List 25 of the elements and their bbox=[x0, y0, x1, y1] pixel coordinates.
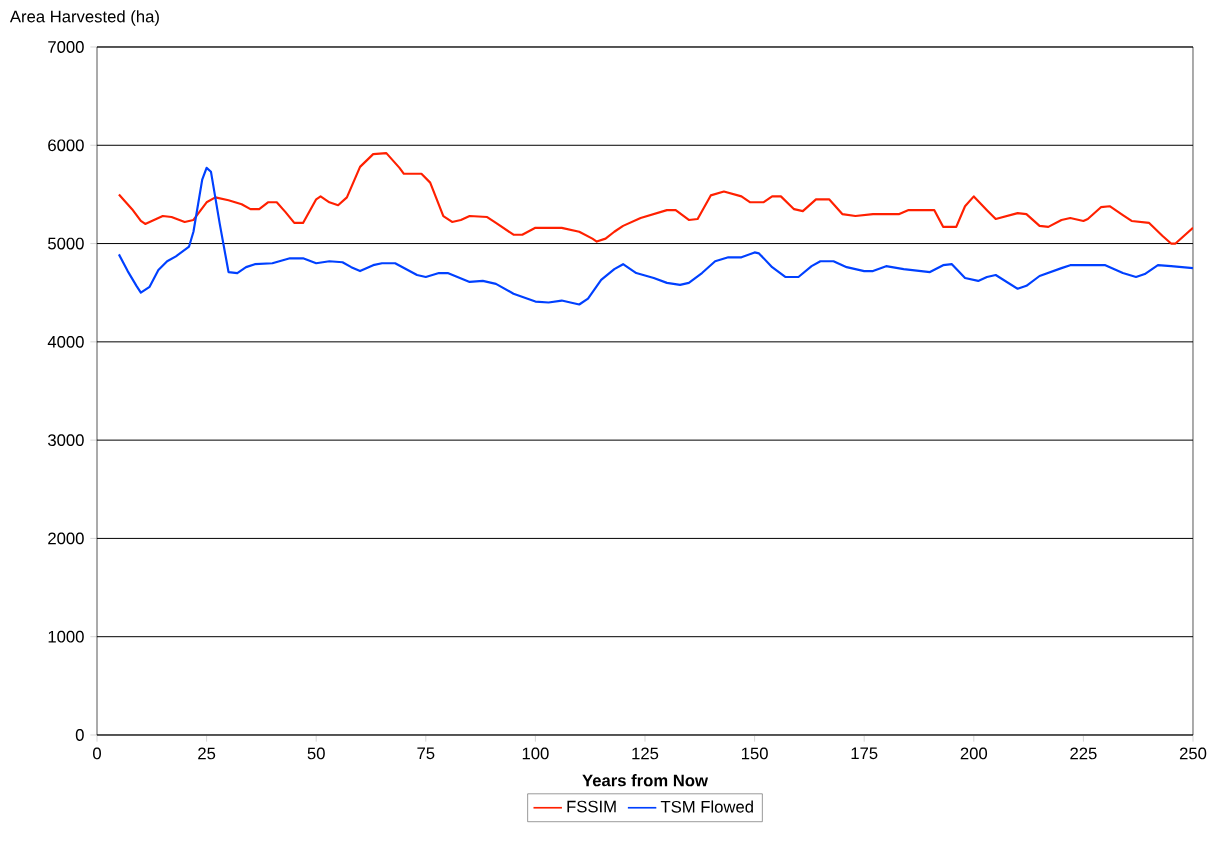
x-tick-label: 50 bbox=[307, 747, 325, 760]
line-series bbox=[117, 166, 1193, 306]
y-axis-title: Area Harvested (ha) bbox=[9, 10, 159, 26]
x-tick-label: 0 bbox=[93, 747, 101, 760]
y-tick-label: 5000 bbox=[48, 237, 84, 250]
y-tick-label: 4000 bbox=[47, 335, 84, 348]
x-tick-label: 100 bbox=[522, 747, 549, 760]
x-tick-label: 125 bbox=[632, 747, 659, 760]
line-series bbox=[117, 152, 1193, 245]
y-tick-label: 2000 bbox=[48, 532, 84, 545]
legend-label: TSM Flowed bbox=[660, 800, 753, 813]
x-tick-label: 225 bbox=[1070, 747, 1097, 760]
x-tick-label: 200 bbox=[960, 747, 988, 760]
x-tick-label: 25 bbox=[198, 747, 216, 760]
x-tick-label: 75 bbox=[417, 747, 435, 760]
x-tick-label: 250 bbox=[1179, 747, 1207, 760]
y-tick-label: 6000 bbox=[48, 139, 84, 152]
legend-label: FSSIM bbox=[567, 800, 616, 813]
y-tick-label: 3000 bbox=[48, 434, 84, 447]
x-tick-label: 175 bbox=[851, 747, 878, 760]
y-tick-label: 1000 bbox=[48, 630, 84, 643]
y-tick-label: 0 bbox=[75, 729, 84, 741]
y-tick-label: 7000 bbox=[48, 41, 84, 53]
x-axis-title: Years from Now bbox=[582, 774, 709, 787]
x-tick-label: 150 bbox=[741, 747, 768, 760]
